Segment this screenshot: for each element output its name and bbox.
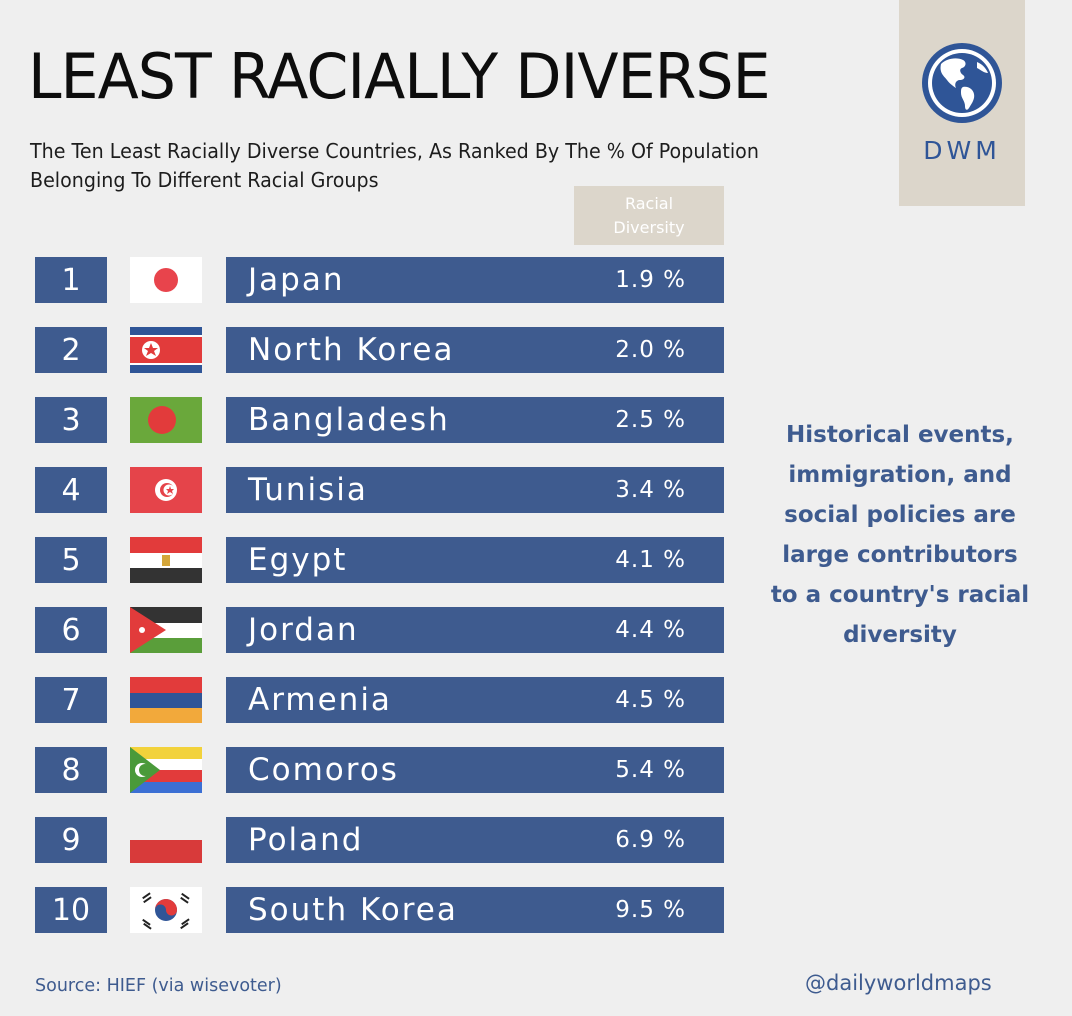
table-row: Jordan 4.4 % bbox=[226, 607, 724, 653]
diversity-value: 9.5 % bbox=[615, 897, 686, 923]
country-name: Tunisia bbox=[248, 472, 368, 508]
rank-number: 6 bbox=[35, 607, 107, 653]
diversity-value: 2.5 % bbox=[615, 407, 686, 433]
country-name: Bangladesh bbox=[248, 402, 450, 438]
source-label: Source: HIEF (via wisevoter) bbox=[35, 976, 282, 996]
diversity-value: 1.9 % bbox=[615, 267, 686, 293]
rank-number: 2 bbox=[35, 327, 107, 373]
globe-icon bbox=[922, 43, 1002, 123]
rank-number: 7 bbox=[35, 677, 107, 723]
country-name: Poland bbox=[248, 822, 364, 858]
table-row: Tunisia 3.4 % bbox=[226, 467, 724, 513]
table-row: North Korea 2.0 % bbox=[226, 327, 724, 373]
rank-number: 9 bbox=[35, 817, 107, 863]
rank-number: 5 bbox=[35, 537, 107, 583]
social-handle: @dailyworldmaps bbox=[805, 971, 992, 995]
table-row: Bangladesh 2.5 % bbox=[226, 397, 724, 443]
japan-flag-icon bbox=[130, 257, 202, 303]
rank-number: 1 bbox=[35, 257, 107, 303]
diversity-value: 4.4 % bbox=[615, 617, 686, 643]
country-name: Japan bbox=[248, 262, 345, 298]
logo-text: DWM bbox=[923, 136, 1001, 165]
page-subtitle: The Ten Least Racially Diverse Countries… bbox=[30, 139, 759, 192]
page-title: LEAST RACIALLY DIVERSE bbox=[28, 40, 771, 113]
table-row: Armenia 4.5 % bbox=[226, 677, 724, 723]
table-row: South Korea 9.5 % bbox=[226, 887, 724, 933]
dwm-logo: DWM bbox=[899, 0, 1025, 206]
country-name: Comoros bbox=[248, 752, 399, 788]
jordan-flag-icon bbox=[130, 607, 202, 653]
rank-number: 3 bbox=[35, 397, 107, 443]
diversity-value: 4.1 % bbox=[615, 547, 686, 573]
country-name: North Korea bbox=[248, 332, 455, 368]
table-row: Comoros 5.4 % bbox=[226, 747, 724, 793]
diversity-value: 4.5 % bbox=[615, 687, 686, 713]
country-name: Jordan bbox=[248, 612, 359, 648]
north-korea-flag-icon bbox=[130, 327, 202, 373]
table-row: Egypt 4.1 % bbox=[226, 537, 724, 583]
poland-flag-icon bbox=[130, 817, 202, 863]
diversity-value: 6.9 % bbox=[615, 827, 686, 853]
bangladesh-flag-icon bbox=[130, 397, 202, 443]
rank-number: 8 bbox=[35, 747, 107, 793]
comoros-flag-icon bbox=[130, 747, 202, 793]
country-name: South Korea bbox=[248, 892, 458, 928]
country-name: Armenia bbox=[248, 682, 392, 718]
rank-number: 10 bbox=[35, 887, 107, 933]
south-korea-flag-icon bbox=[130, 887, 202, 933]
table-row: Japan 1.9 % bbox=[226, 257, 724, 303]
table-row: Poland 6.9 % bbox=[226, 817, 724, 863]
column-header: Racial Diversity bbox=[574, 186, 724, 245]
diversity-value: 2.0 % bbox=[615, 337, 686, 363]
country-name: Egypt bbox=[248, 542, 348, 578]
annotation-note: Historical events, immigration, and soci… bbox=[770, 422, 1030, 648]
armenia-flag-icon bbox=[130, 677, 202, 723]
tunisia-flag-icon bbox=[130, 467, 202, 513]
column-header-label: Racial Diversity bbox=[613, 193, 685, 237]
rank-number: 4 bbox=[35, 467, 107, 513]
diversity-value: 5.4 % bbox=[615, 757, 686, 783]
diversity-value: 3.4 % bbox=[615, 477, 686, 503]
egypt-flag-icon bbox=[130, 537, 202, 583]
